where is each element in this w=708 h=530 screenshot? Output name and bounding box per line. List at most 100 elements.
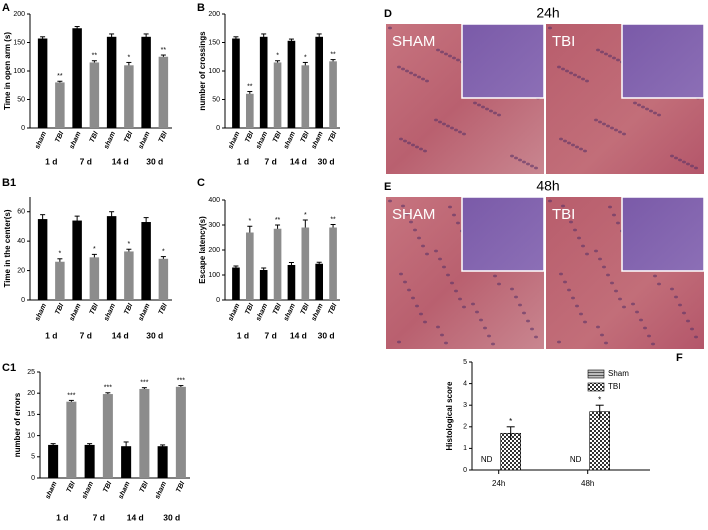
significance: ** — [330, 216, 336, 223]
y-tick-label: 0 — [21, 125, 25, 132]
y-tick-label: 200 — [13, 11, 25, 18]
cell-nucleus — [557, 65, 561, 69]
y-tick-label: 0 — [21, 297, 25, 304]
bar — [175, 386, 186, 478]
y-tick-label: 0 — [216, 297, 220, 304]
significance: * — [128, 241, 131, 248]
annotation: * — [509, 417, 512, 426]
cell-nucleus — [397, 65, 401, 69]
x-tick-label: TBI — [102, 480, 114, 494]
x-tick-label: TBI — [54, 302, 66, 316]
cell-nucleus — [497, 282, 501, 286]
cell-nucleus — [497, 113, 501, 117]
panel-letter: B — [197, 2, 205, 14]
x-tick-label: TBI — [123, 130, 135, 144]
annotation: ND — [570, 455, 582, 464]
cell-nucleus — [604, 52, 608, 56]
x-tick-label: 24h — [492, 479, 505, 488]
panel-letter: F — [676, 352, 683, 364]
cell-nucleus — [548, 199, 552, 203]
bar — [139, 388, 150, 478]
significance: * — [304, 212, 307, 219]
x-tick-label: TBI — [158, 302, 170, 316]
y-tick-label: 20 — [17, 267, 25, 274]
cell-nucleus — [388, 26, 392, 30]
micrograph-inset — [621, 196, 705, 272]
x-tick-label: sham — [283, 131, 297, 151]
bar — [232, 267, 240, 300]
significance: * — [276, 53, 279, 60]
y-tick-label: 100 — [208, 272, 220, 279]
cell-nucleus — [622, 305, 626, 309]
cell-nucleus — [514, 295, 518, 299]
significance: ** — [275, 217, 281, 224]
cell-nucleus — [639, 318, 643, 322]
cell-nucleus — [686, 162, 690, 166]
x-tick-label: sham — [283, 303, 297, 323]
y-tick-label: 2 — [463, 424, 467, 431]
y-tick-label: 150 — [13, 39, 25, 46]
cell-nucleus — [471, 302, 475, 306]
cell-nucleus — [559, 137, 563, 141]
bar — [106, 216, 117, 300]
y-tick-label: 200 — [208, 11, 220, 18]
cell-nucleus — [565, 69, 569, 73]
cell-nucleus — [651, 342, 655, 346]
bar — [301, 227, 310, 300]
cell-nucleus — [674, 295, 678, 299]
cell-nucleus — [415, 304, 419, 308]
cell-nucleus — [442, 265, 446, 269]
significance: ** — [92, 53, 98, 60]
y-tick-label: 20 — [27, 390, 35, 397]
y-tick-label: 100 — [13, 68, 25, 75]
x-tick-label: sham — [138, 131, 152, 151]
cell-nucleus — [407, 288, 411, 292]
y-tick-label: 10 — [27, 432, 35, 439]
cell-nucleus — [563, 139, 567, 143]
y-tick-label: 25 — [27, 369, 35, 376]
x-tick-label: TBI — [175, 480, 187, 494]
x-tick-label: sham — [255, 131, 269, 151]
cell-nucleus — [645, 107, 649, 111]
cell-nucleus — [473, 101, 477, 105]
x-tick-label: TBI — [89, 302, 101, 316]
panel-letter: D — [384, 8, 392, 20]
cell-nucleus — [534, 166, 538, 170]
bar — [157, 446, 168, 478]
cell-nucleus — [483, 326, 487, 330]
cell-nucleus — [573, 73, 577, 77]
cell-nucleus — [419, 147, 423, 151]
cell-nucleus — [405, 69, 409, 73]
cell-nucleus — [548, 26, 552, 30]
cell-nucleus — [434, 249, 438, 253]
bar — [106, 36, 117, 128]
cell-nucleus — [594, 249, 598, 253]
bar — [232, 38, 240, 129]
cell-nucleus — [491, 342, 495, 346]
bar — [89, 257, 100, 300]
cell-nucleus — [616, 58, 620, 62]
x-tick-label: sham — [118, 481, 132, 501]
cell-nucleus — [585, 79, 589, 83]
bar — [329, 227, 337, 300]
cell-nucleus — [606, 124, 610, 128]
panel-letter: C — [197, 177, 205, 189]
x-tick-label: sham — [69, 303, 83, 323]
significance: * — [128, 54, 131, 61]
cell-nucleus — [583, 320, 587, 324]
group-label: 7 d — [264, 156, 276, 166]
cell-nucleus — [567, 141, 571, 145]
group-label: 14 d — [112, 156, 129, 166]
panel-letter: C1 — [2, 362, 16, 374]
x-tick-label: sham — [227, 303, 241, 323]
cell-nucleus — [686, 319, 690, 323]
cell-nucleus — [612, 56, 616, 60]
cell-nucleus — [643, 326, 647, 330]
x-tick-label: sham — [227, 131, 241, 151]
x-tick-label: TBI — [244, 302, 256, 316]
bar — [72, 28, 82, 128]
group-label: 30 d — [146, 156, 163, 166]
group-label: 30 d — [163, 512, 180, 522]
cell-nucleus — [682, 160, 686, 164]
cell-nucleus — [436, 48, 440, 52]
